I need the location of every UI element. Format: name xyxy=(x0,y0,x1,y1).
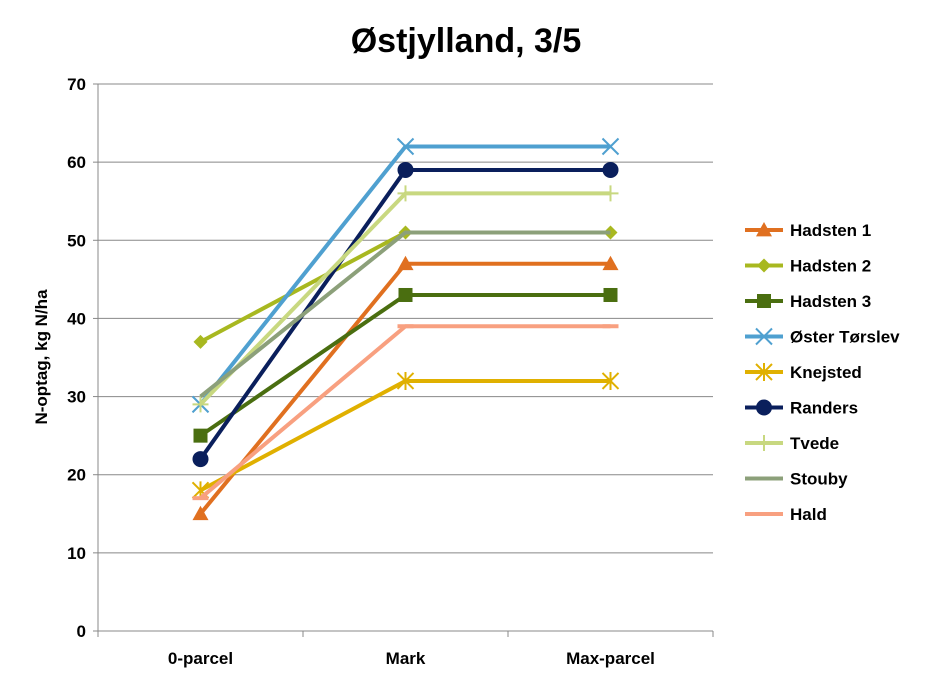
series-line xyxy=(198,167,611,461)
square-marker xyxy=(193,428,208,443)
circle-marker xyxy=(192,451,209,468)
series-stouby xyxy=(199,230,611,399)
triangle-marker xyxy=(756,222,772,237)
series-line xyxy=(198,144,611,406)
legend-label: Randers xyxy=(790,399,858,418)
chart-title: Østjylland, 3/5 xyxy=(351,22,582,60)
legend-item: Hald xyxy=(745,505,827,524)
triangle-marker xyxy=(602,255,619,271)
legend-label: Tvede xyxy=(790,434,839,453)
circle-marker xyxy=(602,161,619,178)
y-tick-label: 70 xyxy=(67,75,86,94)
legend-item: Knejsted xyxy=(745,363,862,382)
y-tick-label: 60 xyxy=(67,153,86,172)
x-marker xyxy=(755,327,773,346)
legend-label: Stouby xyxy=(790,470,848,489)
star-marker xyxy=(755,363,773,381)
plus-marker xyxy=(397,185,414,202)
legend-item: Hadsten 3 xyxy=(745,292,871,311)
legend-label: Hadsten 2 xyxy=(790,257,871,276)
series-line xyxy=(199,292,611,438)
circle-marker xyxy=(756,399,772,416)
legend-item: Randers xyxy=(745,399,858,418)
x-marker xyxy=(601,137,620,156)
legend-label: Hadsten 1 xyxy=(790,221,871,240)
y-tick-label: 0 xyxy=(77,622,86,641)
y-tick-label: 20 xyxy=(67,466,86,485)
triangle-marker xyxy=(192,505,209,521)
x-marker xyxy=(396,137,415,156)
legend-item: Tvede xyxy=(745,434,839,453)
legend-label: Hadsten 3 xyxy=(790,292,871,311)
series-hadsten-3 xyxy=(193,287,618,443)
legend-label: Hald xyxy=(790,505,827,524)
legend-item: Øster Tørslev xyxy=(745,328,900,347)
legend-label: Øster Tørslev xyxy=(790,328,900,347)
series--ster-t-rslev xyxy=(191,137,620,414)
star-marker xyxy=(396,371,415,390)
legend-item: Hadsten 1 xyxy=(745,221,871,240)
series-tvede xyxy=(192,185,619,413)
legend-item: Hadsten 2 xyxy=(745,257,871,276)
x-tick-label: Mark xyxy=(386,649,426,668)
series-hadsten-1 xyxy=(192,255,619,521)
square-marker xyxy=(398,287,413,302)
diamond-marker xyxy=(757,258,771,273)
circle-marker xyxy=(397,161,414,178)
plus-marker xyxy=(602,185,619,202)
diamond-marker xyxy=(193,334,208,349)
legend-item: Stouby xyxy=(745,470,848,489)
series-knejsted xyxy=(191,371,620,500)
star-marker xyxy=(601,371,620,390)
series-randers xyxy=(192,161,619,468)
square-marker xyxy=(757,294,771,308)
y-axis-label: N-optag, kg N/ha xyxy=(32,289,51,425)
square-marker xyxy=(603,287,618,302)
y-tick-label: 40 xyxy=(67,309,86,328)
series-line xyxy=(199,324,611,500)
legend-label: Knejsted xyxy=(790,363,862,382)
series-hald xyxy=(192,324,619,501)
x-tick-label: Max-parcel xyxy=(566,649,655,668)
series-line xyxy=(199,230,611,399)
plus-marker xyxy=(192,396,209,413)
x-tick-label: 0-parcel xyxy=(168,649,233,668)
triangle-marker xyxy=(397,255,414,271)
y-tick-label: 10 xyxy=(67,544,86,563)
y-tick-label: 30 xyxy=(67,388,86,407)
plus-marker xyxy=(756,435,772,451)
y-tick-label: 50 xyxy=(67,231,86,250)
